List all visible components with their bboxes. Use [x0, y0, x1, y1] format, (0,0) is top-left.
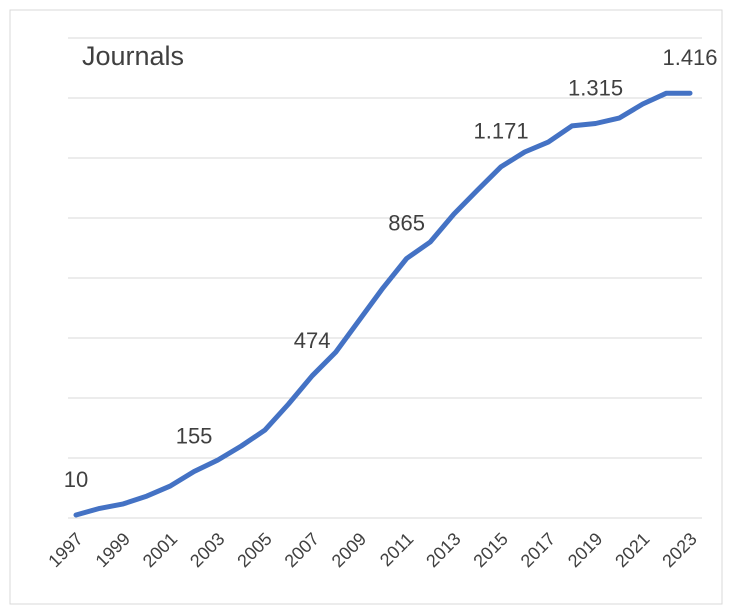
- data-label: 474: [294, 328, 331, 353]
- data-label: 1.315: [568, 76, 623, 101]
- data-label: 10: [64, 467, 88, 492]
- data-label: 1.416: [662, 45, 717, 70]
- chart-title: Journals: [82, 41, 184, 71]
- data-label: 1.171: [474, 119, 529, 144]
- data-label: 865: [388, 211, 425, 236]
- data-label: 155: [176, 424, 213, 449]
- line: [73, 90, 693, 518]
